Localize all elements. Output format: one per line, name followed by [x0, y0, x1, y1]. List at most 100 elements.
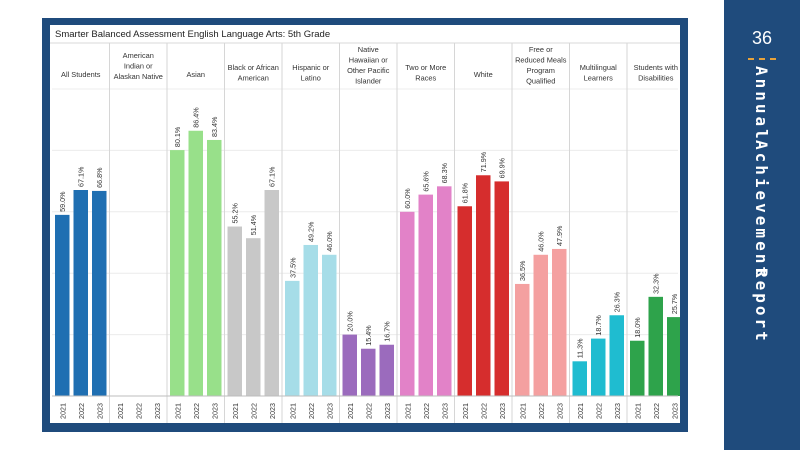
bar — [609, 315, 624, 396]
x-tick-label: 2021 — [403, 403, 412, 419]
bar — [322, 254, 337, 396]
data-label: 67.1% — [77, 166, 86, 187]
x-tick-label: 2023 — [555, 403, 564, 419]
data-label: 69.9% — [498, 157, 507, 178]
bar — [342, 334, 357, 396]
bar — [170, 150, 185, 396]
data-label: 68.3% — [440, 162, 449, 183]
x-tick-label: 2023 — [268, 403, 277, 419]
bar-chart: Smarter Balanced Assessment English Lang… — [50, 29, 680, 423]
data-label: 26.3% — [613, 291, 622, 312]
x-tick-label: 2021 — [116, 403, 125, 419]
bar — [552, 248, 567, 396]
group-header-label: All Students — [61, 70, 101, 79]
x-tick-label: 2022 — [594, 403, 603, 419]
group-header-label: Islander — [355, 77, 382, 86]
x-tick-label: 2023 — [440, 403, 449, 419]
group-header-label: Asian — [187, 70, 206, 79]
side-word-label: Achievement — [752, 140, 771, 279]
bar — [667, 317, 680, 396]
x-tick-label: 2021 — [173, 403, 182, 419]
data-label: 80.1% — [173, 126, 182, 147]
bar — [264, 190, 279, 396]
data-label: 36.5% — [518, 260, 527, 281]
x-tick-label: 2022 — [422, 403, 431, 419]
group-header-label: Black or African — [228, 63, 279, 72]
bar — [285, 280, 300, 396]
bar — [73, 190, 88, 396]
x-tick-label: 2023 — [613, 403, 622, 419]
bar — [92, 190, 107, 396]
group-header-label: Qualified — [526, 77, 555, 86]
x-tick-label: 2022 — [479, 403, 488, 419]
data-label: 83.4% — [210, 116, 219, 137]
group-header-label: Races — [415, 74, 436, 83]
data-label: 20.0% — [346, 311, 355, 332]
group-header-label: Two or More — [405, 63, 446, 72]
x-tick-label: 2021 — [518, 403, 527, 419]
bar — [227, 226, 242, 396]
report-sidebar: 36 Annual Achievement Report — [724, 0, 800, 450]
data-label: 65.6% — [422, 171, 431, 192]
x-tick-label: 2023 — [383, 403, 392, 419]
x-tick-label: 2023 — [325, 403, 334, 419]
data-label: 46.0% — [325, 231, 334, 252]
x-tick-label: 2022 — [77, 403, 86, 419]
data-label: 55.2% — [231, 203, 240, 224]
x-tick-label: 2022 — [652, 403, 661, 419]
x-tick-label: 2021 — [633, 403, 642, 419]
x-tick-label: 2021 — [461, 403, 470, 419]
data-label: 18.7% — [594, 315, 603, 336]
bar — [379, 344, 394, 396]
group-header-label: Alaskan Native — [114, 72, 163, 81]
group-header-label: Hispanic or — [292, 63, 330, 72]
bar — [457, 206, 472, 396]
x-tick-label: 2022 — [134, 403, 143, 419]
data-label: 59.0% — [58, 191, 67, 212]
chart-frame: Smarter Balanced Assessment English Lang… — [42, 18, 688, 432]
bar — [533, 254, 548, 396]
bar — [246, 238, 261, 396]
page-number: 36 — [751, 28, 773, 48]
x-tick-label: 2022 — [249, 403, 258, 419]
bar — [572, 361, 587, 396]
x-tick-label: 2023 — [498, 403, 507, 419]
group-header-label: White — [474, 70, 493, 79]
x-tick-label: 2021 — [288, 403, 297, 419]
x-tick-label: 2023 — [153, 403, 162, 419]
bar — [630, 340, 645, 396]
data-label: 49.2% — [307, 221, 316, 242]
group-header-label: Multilingual — [580, 63, 617, 72]
x-tick-label: 2022 — [307, 403, 316, 419]
x-tick-label: 2023 — [95, 403, 104, 419]
bar — [207, 139, 222, 396]
group-header-label: Students with — [634, 63, 678, 72]
x-tick-label: 2022 — [364, 403, 373, 419]
group-header-label: Hawaiian or — [349, 56, 389, 65]
x-tick-label: 2021 — [576, 403, 585, 419]
data-label: 60.0% — [403, 188, 412, 209]
side-word-label: Report — [752, 268, 771, 344]
bar — [418, 194, 433, 396]
data-label: 67.1% — [268, 166, 277, 187]
group-header-label: Disabilities — [638, 74, 674, 83]
data-label: 37.5% — [288, 257, 297, 278]
page-number-rule — [748, 58, 776, 60]
data-label: 61.8% — [461, 182, 470, 203]
bar — [476, 175, 491, 396]
side-word-label: Annual — [752, 66, 771, 142]
data-label: 32.3% — [652, 273, 661, 294]
data-label: 47.9% — [555, 225, 564, 246]
bar — [591, 338, 606, 396]
x-tick-label: 2021 — [346, 403, 355, 419]
bar — [515, 283, 530, 396]
data-label: 25.7% — [670, 293, 679, 314]
bar — [437, 186, 452, 396]
x-tick-label: 2023 — [210, 403, 219, 419]
data-label: 71.9% — [479, 151, 488, 172]
x-tick-label: 2021 — [58, 403, 67, 419]
bar — [188, 130, 203, 396]
group-header-label: Other Pacific — [347, 66, 390, 75]
data-label: 11.3% — [576, 338, 585, 358]
data-label: 66.8% — [95, 167, 104, 188]
